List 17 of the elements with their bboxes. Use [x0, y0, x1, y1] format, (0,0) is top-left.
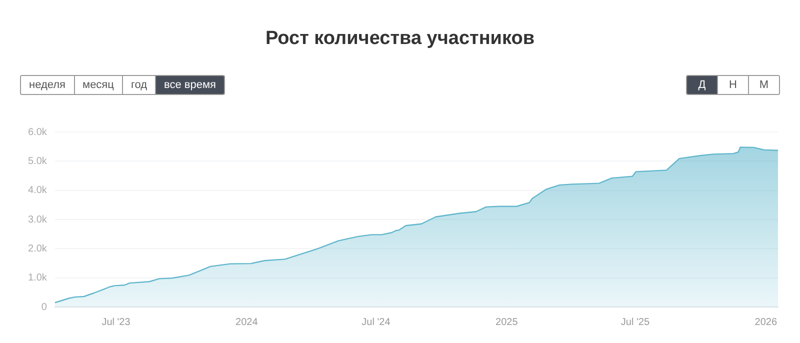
toggle-button: все время: [155, 76, 224, 94]
y-tick-label: 3.0k: [28, 214, 48, 226]
y-tick-label: 0: [41, 302, 48, 313]
y-tick-label: 6.0k: [28, 126, 48, 138]
toggle-button: Д: [687, 76, 717, 94]
x-tick-label: 2025: [496, 316, 518, 328]
toggle-button: М: [748, 76, 779, 94]
y-tick-label: 1.0k: [28, 272, 48, 284]
x-tick-label: 2024: [236, 316, 258, 328]
x-tick-label: Jul '25: [620, 316, 650, 328]
x-tick-label: Jul '23: [102, 316, 131, 328]
y-tick-label: 4.0k: [28, 185, 48, 196]
y-tick-label: 5.0k: [28, 156, 48, 167]
y-tick-label: 2.0k: [28, 243, 48, 254]
x-tick-label: 2026: [754, 316, 778, 328]
chart-title: Рост количества участников: [264, 28, 536, 50]
x-tick-label: Jul '24: [362, 316, 391, 328]
